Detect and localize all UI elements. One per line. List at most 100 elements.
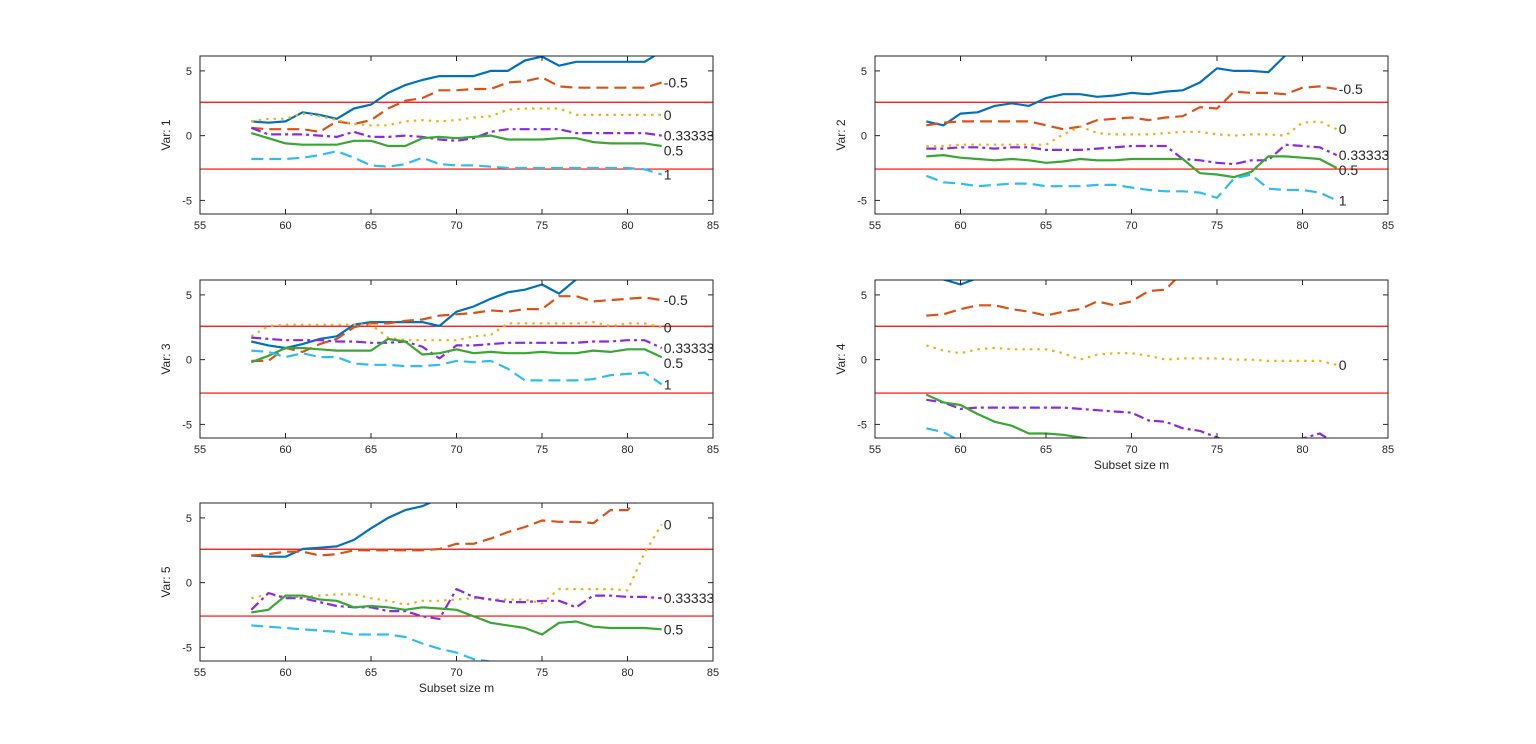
y-tick-label: 5 [186,290,192,302]
x-tick-label: 75 [536,667,548,679]
x-tick-label: 55 [194,667,206,679]
axes-box [874,279,1389,439]
series-line-1 [926,280,1177,317]
series-group [250,280,663,386]
x-tick-label: 60 [279,444,291,456]
y-tick-label: 5 [861,66,867,78]
series-line-4 [925,393,1092,438]
series-end-label: 0.33333 [1339,147,1390,163]
series-line-3 [250,126,662,142]
subplot-4: 0 55 60 65 70 75 80 85 -5 0 5 Var: 4 Subset size m [834,279,1394,472]
series-end-label: 0.33333 [664,590,715,606]
series-end-label: 0.5 [664,355,684,371]
series-group [250,56,663,176]
x-tick-label: 70 [1125,444,1137,456]
series-end-label: 0.5 [1339,162,1359,178]
series-line-5 [251,349,663,386]
series-line-4 [250,132,662,148]
x-tick-label: 60 [954,444,966,456]
x-tick-label: 65 [1040,444,1052,456]
y-tick-label: 0 [186,578,192,590]
series-end-label: 0.33333 [664,128,715,144]
x-tick-label: 75 [536,444,548,456]
x-tick-label: 60 [954,220,966,232]
y-tick-label: 0 [861,131,867,143]
x-tick-label: 70 [450,444,462,456]
series-end-label: 0 [664,516,672,532]
series-end-label: 0 [664,107,672,123]
x-axis-label: Subset size m [1094,458,1169,472]
y-tick-label: -5 [857,419,867,431]
series-line-3 [926,398,1330,438]
x-tick-label: 55 [194,220,206,232]
y-axis-label: Var: 2 [834,119,848,150]
series-line-5 [251,624,494,661]
series-line-0 [926,56,1287,127]
y-tick-label: 5 [186,513,192,525]
x-tick-label: 80 [1296,220,1308,232]
y-tick-label: 0 [186,131,192,143]
y-axis-label: Var: 4 [834,343,848,374]
series-line-2 [251,107,662,127]
series-line-2 [926,120,1338,148]
x-tick-label: 85 [1382,220,1394,232]
series-line-4 [251,594,662,636]
x-tick-label: 70 [450,220,462,232]
y-tick-label: -5 [857,195,867,207]
y-tick-label: 0 [861,355,867,367]
x-tick-label: 80 [621,667,633,679]
y-axis-label: Var: 1 [159,119,173,150]
x-tick-label: 65 [365,220,377,232]
series-group [250,503,663,661]
series-line-4 [250,337,663,364]
x-tick-label: 85 [707,444,719,456]
series-line-1 [251,295,662,362]
series-end-label: -0.5 [1339,81,1363,97]
x-tick-label: 65 [365,667,377,679]
series-line-3 [250,587,662,621]
series-end-label: 1 [1339,192,1347,208]
x-tick-label: 55 [869,220,881,232]
series-line-5 [925,173,1338,202]
y-tick-label: -5 [182,195,192,207]
series-end-label: 0.33333 [664,340,715,356]
y-tick-label: 5 [186,66,192,78]
series-end-label: 0 [1339,121,1347,137]
series-group [925,280,1337,438]
x-tick-label: 85 [707,667,719,679]
x-tick-label: 55 [194,444,206,456]
x-tick-label: 70 [450,667,462,679]
x-tick-label: 65 [1040,220,1052,232]
series-line-1 [251,76,663,133]
x-tick-label: 80 [621,220,633,232]
series-line-0 [251,280,578,350]
x-tick-label: 65 [365,444,377,456]
x-tick-label: 60 [279,220,291,232]
x-axis-label: Subset size m [419,681,494,695]
series-line-3 [251,336,663,360]
y-tick-label: -5 [182,642,192,654]
series-line-2 [925,344,1337,366]
x-tick-label: 70 [1125,220,1137,232]
series-end-label: 0 [1339,357,1347,373]
x-tick-label: 75 [1211,220,1223,232]
y-tick-label: 5 [861,290,867,302]
series-end-label: 1 [664,376,672,392]
series-line-0 [251,503,433,558]
series-group [925,56,1338,202]
series-line-0 [251,56,657,124]
axes-box [199,279,714,439]
series-line-2 [251,523,663,606]
axes-box [199,502,714,662]
series-end-label: -0.5 [664,292,688,308]
x-tick-label: 55 [869,444,881,456]
series-end-label: -0.5 [664,75,688,91]
x-tick-label: 85 [707,220,719,232]
y-tick-label: 0 [186,355,192,367]
x-tick-label: 80 [621,444,633,456]
series-end-label: 0.5 [664,621,684,637]
x-tick-label: 75 [536,220,548,232]
